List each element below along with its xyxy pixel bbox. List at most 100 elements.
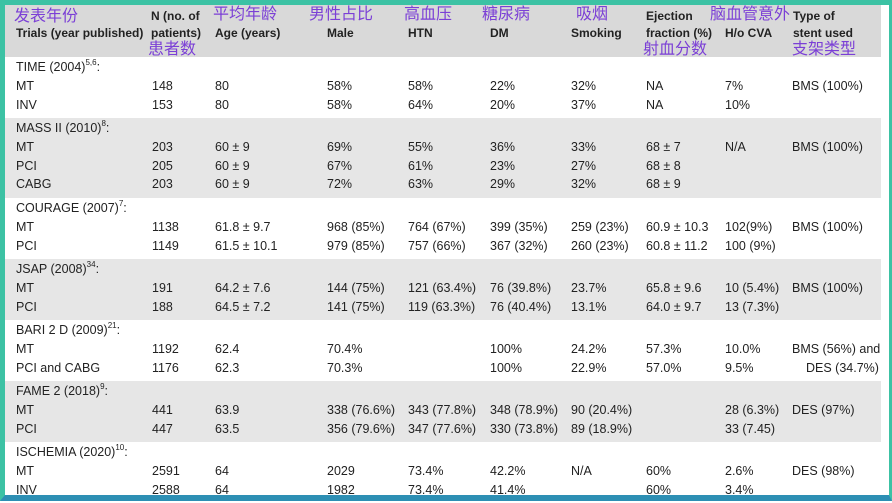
cell-smoking: 23.7%	[571, 281, 607, 295]
cell-cva: N/A	[725, 140, 746, 154]
annotation-n: 患者数	[148, 41, 197, 58]
cell-arm: PCI	[16, 421, 37, 436]
cell-smoking: N/A	[571, 464, 592, 478]
cell-age: 63.5	[215, 421, 240, 436]
cell-cva: 102(9%)	[725, 220, 773, 234]
cell-ef: 60.9 ± 10.3	[646, 220, 709, 234]
cell-dm: 330 (73.8%)	[490, 421, 559, 436]
cell-stent: DES (34.7%)	[806, 360, 879, 375]
trial-name: TIME (2004)	[16, 60, 86, 74]
header-dm: DM	[490, 26, 509, 40]
annotation-htn: 高血压	[404, 6, 453, 23]
cell-stent: BMS (56%) and	[792, 342, 881, 356]
cell-cva: 10 (5.4%)	[725, 281, 780, 295]
cell-male: 58%	[327, 79, 353, 93]
cell-male: 2029	[327, 464, 355, 478]
cell-dm: 36%	[490, 140, 516, 154]
annotation-smoking: 吸烟	[576, 6, 609, 23]
cell-n: 188	[152, 299, 173, 314]
cell-cva: 7%	[725, 79, 744, 93]
cell-htn: 73.4%	[408, 464, 444, 478]
cell-smoking: 37%	[571, 97, 597, 112]
cell-age: 61.8 ± 9.7	[215, 220, 271, 234]
cell-male: 72%	[327, 177, 353, 191]
header-male: Male	[327, 26, 354, 40]
cell-age: 60 ± 9	[215, 140, 250, 154]
cell-male: 67%	[327, 158, 353, 173]
cell-htn: 64%	[408, 97, 434, 112]
cell-stent: BMS (100%)	[792, 220, 863, 234]
cell-dm: 42.2%	[490, 464, 526, 478]
cell-ef: 68 ± 7	[646, 140, 681, 154]
trial-name: JSAP (2008)	[16, 262, 87, 276]
trial-name: BARI 2 D (2009)	[16, 323, 108, 337]
cell-male: 141 (75%)	[327, 299, 385, 314]
cell-stent: BMS (100%)	[792, 79, 863, 93]
cell-htn: 73.4%	[408, 482, 444, 497]
cell-n: 447	[152, 421, 173, 436]
cell-ef: 60.8 ± 11.2	[646, 238, 708, 253]
cell-htn: 61%	[408, 158, 434, 173]
cell-arm: MT	[16, 342, 35, 356]
cell-htn: 63%	[408, 177, 434, 191]
cell-dm: 399 (35%)	[490, 220, 548, 234]
cell-n: 1138	[152, 220, 179, 234]
section-title: COURAGE (2007)7:	[16, 199, 127, 216]
cell-htn: 347 (77.6%)	[408, 421, 477, 436]
cell-dm: 348 (78.9%)	[490, 403, 559, 417]
cell-arm: MT	[16, 140, 35, 154]
cell-arm: MT	[16, 79, 35, 93]
cell-smoking: 27%	[571, 158, 597, 173]
cell-dm: 29%	[490, 177, 516, 191]
cell-n: 191	[152, 281, 173, 295]
cell-dm: 76 (40.4%)	[490, 299, 552, 314]
cell-male: 338 (76.6%)	[327, 403, 396, 417]
cell-cva: 2.6%	[725, 464, 754, 478]
header-cva: H/o CVA	[725, 26, 773, 40]
cell-n: 205	[152, 158, 173, 173]
cell-male: 70.3%	[327, 360, 363, 375]
reference-superscript: 21	[107, 321, 117, 330]
reference-superscript: 5,6	[85, 58, 97, 67]
cell-stent: BMS (100%)	[792, 140, 863, 154]
cell-smoking: 32%	[571, 177, 597, 191]
reference-superscript: 10	[115, 443, 125, 452]
cell-cva: 13 (7.3%)	[725, 299, 780, 314]
cell-ef: 68 ± 9	[646, 177, 681, 191]
cell-arm: MT	[16, 464, 35, 478]
cell-ef: 64.0 ± 9.7	[646, 299, 702, 314]
header-n-line1: N (no. of	[151, 9, 200, 23]
cell-n: 441	[152, 403, 173, 417]
cell-dm: 100%	[490, 342, 522, 356]
cell-n: 1149	[152, 238, 179, 253]
cell-smoking: 32%	[571, 79, 597, 93]
cell-arm: MT	[16, 220, 35, 234]
header-htn: HTN	[408, 26, 433, 40]
header-ef-line1: Ejection	[646, 9, 693, 23]
cell-age: 61.5 ± 10.1	[215, 238, 278, 253]
cell-age: 60 ± 9	[215, 177, 250, 191]
annotation-male: 男性占比	[309, 6, 374, 23]
cell-smoking: 33%	[571, 140, 597, 154]
reference-superscript: 9	[100, 382, 105, 391]
cell-htn: 343 (77.8%)	[408, 403, 477, 417]
cell-cva: 9.5%	[725, 360, 754, 375]
annotation-cva: 脑血管意外	[710, 6, 791, 23]
cell-arm: MT	[16, 281, 35, 295]
cell-smoking: 259 (23%)	[571, 220, 629, 234]
section-5	[5, 381, 881, 442]
section-title: BARI 2 D (2009)21:	[16, 321, 121, 338]
reference-superscript: 34	[86, 260, 96, 269]
cell-male: 69%	[327, 140, 353, 154]
cell-cva: 100 (9%)	[725, 238, 776, 253]
cell-smoking: 260 (23%)	[571, 238, 629, 253]
annotation-ef: 射血分数	[643, 41, 708, 58]
cell-age: 64.5 ± 7.2	[215, 299, 271, 314]
cell-arm: PCI	[16, 238, 37, 253]
trial-name: MASS II (2010)	[16, 121, 102, 135]
cell-male: 70.4%	[327, 342, 363, 356]
cell-arm: PCI	[16, 299, 37, 314]
cell-male: 144 (75%)	[327, 281, 385, 295]
header-n-line2: patients)	[151, 26, 202, 40]
cell-cva: 28 (6.3%)	[725, 403, 780, 417]
